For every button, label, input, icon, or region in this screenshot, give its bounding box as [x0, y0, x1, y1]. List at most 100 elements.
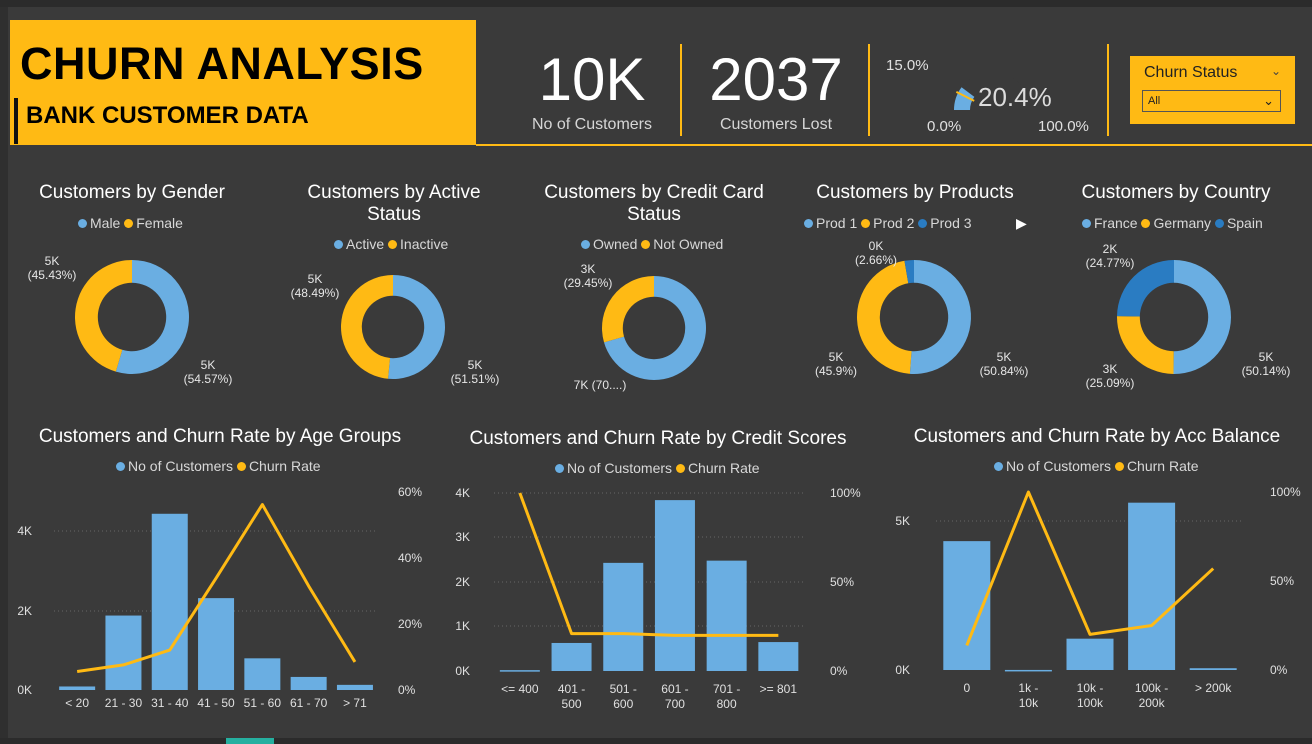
donut-slice[interactable]	[340, 275, 393, 379]
legend-active: Active Inactive	[334, 236, 448, 252]
donut-slice[interactable]	[857, 260, 912, 374]
kpi-lost-value: 2037	[709, 46, 843, 113]
chart-title-creditcard: Customers by Credit Card Status	[544, 182, 764, 225]
bar[interactable]	[1066, 638, 1114, 670]
legend-dot	[116, 462, 125, 471]
legend-item: No of Customers	[1006, 458, 1112, 474]
page-tab[interactable]	[226, 738, 274, 744]
legend-item: Prod 3	[930, 215, 972, 231]
legend-dot	[1214, 219, 1224, 228]
bar[interactable]	[603, 562, 644, 671]
x-tick-label: 800	[717, 697, 737, 711]
legend-balance: No of Customers Churn Rate	[994, 458, 1199, 474]
donut-label-gender-female: 5K (45.43%)	[27, 254, 77, 282]
bar[interactable]	[758, 642, 799, 671]
y2-tick-label: 50%	[830, 575, 854, 589]
donut-slice[interactable]	[909, 260, 971, 374]
x-tick-label: 100k -	[1135, 681, 1168, 695]
gauge-target-marker	[955, 90, 975, 102]
legend-dot	[581, 240, 590, 249]
donut-slice[interactable]	[115, 260, 189, 374]
y-tick-label: 5K	[895, 514, 910, 528]
gauge-target-label: 15.0%	[886, 57, 929, 74]
legend-dot	[78, 219, 87, 228]
bar[interactable]	[59, 686, 96, 690]
y-tick-label: 0K	[455, 664, 470, 678]
donut-label-active-inactive: 5K (48.49%)	[290, 272, 340, 300]
chart-title-active: Customers by Active Status	[307, 182, 481, 225]
x-tick-label: 31 - 40	[151, 696, 189, 710]
x-tick-label: 21 - 30	[105, 696, 143, 710]
legend-item: Female	[136, 215, 183, 231]
y2-tick-label: 20%	[398, 617, 422, 631]
slicer-title: Churn Status	[1144, 64, 1238, 81]
combo-chart-0: 0K 2K 4K 0% 20% 40% 60% < 20 21 - 30 31 - 40 41 - …	[17, 485, 422, 710]
y-tick-label: 2K	[17, 604, 32, 618]
y2-tick-label: 40%	[398, 551, 422, 565]
y2-tick-label: 0%	[398, 683, 416, 697]
kpi-separator	[868, 44, 870, 136]
churn-rate-line[interactable]	[965, 490, 1215, 646]
x-tick-label: 10k	[1019, 696, 1039, 710]
x-tick-label: 41 - 50	[197, 696, 235, 710]
bar[interactable]	[706, 560, 747, 671]
donut-label-products-prod1: 5K (50.84%)	[979, 350, 1029, 378]
kpi-separator	[680, 44, 682, 136]
x-tick-label: 401 -	[558, 682, 585, 696]
churn-gauge	[954, 72, 1030, 110]
donut-slice[interactable]	[74, 260, 132, 372]
churn-rate-line[interactable]	[76, 503, 357, 674]
legend-item: Prod 1	[816, 215, 858, 231]
slicer-dropdown[interactable]: All ⌄	[1142, 90, 1281, 112]
donut-slice[interactable]	[1173, 260, 1232, 374]
donut-slice[interactable]	[1117, 260, 1174, 317]
legend-item: Owned	[593, 236, 638, 252]
chart-title-balance: Customers and Churn Rate by Acc Balance	[913, 426, 1281, 447]
legend-dot	[918, 219, 928, 228]
x-tick-label: 1k -	[1018, 681, 1038, 695]
header-divider	[476, 144, 1312, 146]
bar[interactable]	[151, 513, 188, 690]
bar[interactable]	[105, 615, 142, 690]
chevron-down-icon[interactable]: ⌄	[1270, 64, 1281, 78]
churn-status-slicer[interactable]: Churn Status ⌄ All ⌄	[1130, 56, 1295, 124]
bar[interactable]	[336, 684, 373, 690]
churn-rate-line[interactable]	[518, 492, 779, 637]
bar[interactable]	[198, 598, 235, 690]
y-tick-label: 0K	[895, 663, 910, 677]
slicer-selected-value: All	[1148, 95, 1161, 107]
donut-slice[interactable]	[388, 275, 445, 379]
bar[interactable]	[290, 676, 327, 690]
bar[interactable]	[1004, 669, 1052, 672]
bar[interactable]	[1189, 668, 1237, 670]
chart-title-products: Customers by Products	[816, 182, 1014, 203]
bar[interactable]	[1128, 502, 1176, 670]
donut-label-country-france: 5K (50.14%)	[1241, 350, 1291, 378]
bar[interactable]	[499, 670, 540, 672]
bar[interactable]	[654, 500, 695, 671]
legend-dot	[388, 240, 398, 249]
y-tick-label: 4K	[455, 486, 470, 500]
donut-slice[interactable]	[604, 276, 706, 380]
legend-item: Not Owned	[653, 236, 724, 252]
donut-label-cc-owned: 7K (70....)	[573, 378, 627, 392]
legend-item: No of Customers	[567, 460, 673, 476]
legend-credit: No of Customers Churn Rate	[555, 460, 760, 476]
donut-label-products-prod3: 0K (2.66%)	[854, 239, 898, 267]
donut-label-country-spain: 2K (24.77%)	[1085, 242, 1135, 270]
legend-gender: Male Female	[78, 215, 183, 231]
legend-creditcard: Owned Not Owned	[581, 236, 723, 252]
legend-item: Germany	[1153, 215, 1212, 231]
kpi-customers-lost: 2037 Customers Lost	[696, 50, 856, 134]
legend-dot	[236, 462, 246, 471]
bar[interactable]	[244, 658, 281, 690]
donut-slice[interactable]	[1116, 316, 1174, 374]
bar[interactable]	[551, 642, 592, 671]
donut-slice[interactable]	[904, 260, 914, 284]
legend-item: France	[1094, 215, 1138, 231]
legend-dot	[555, 464, 564, 473]
donut-slice[interactable]	[602, 276, 654, 343]
chart-title-country: Customers by Country	[1081, 182, 1271, 203]
legend-next-arrow-icon[interactable]: ▶	[1016, 215, 1027, 231]
